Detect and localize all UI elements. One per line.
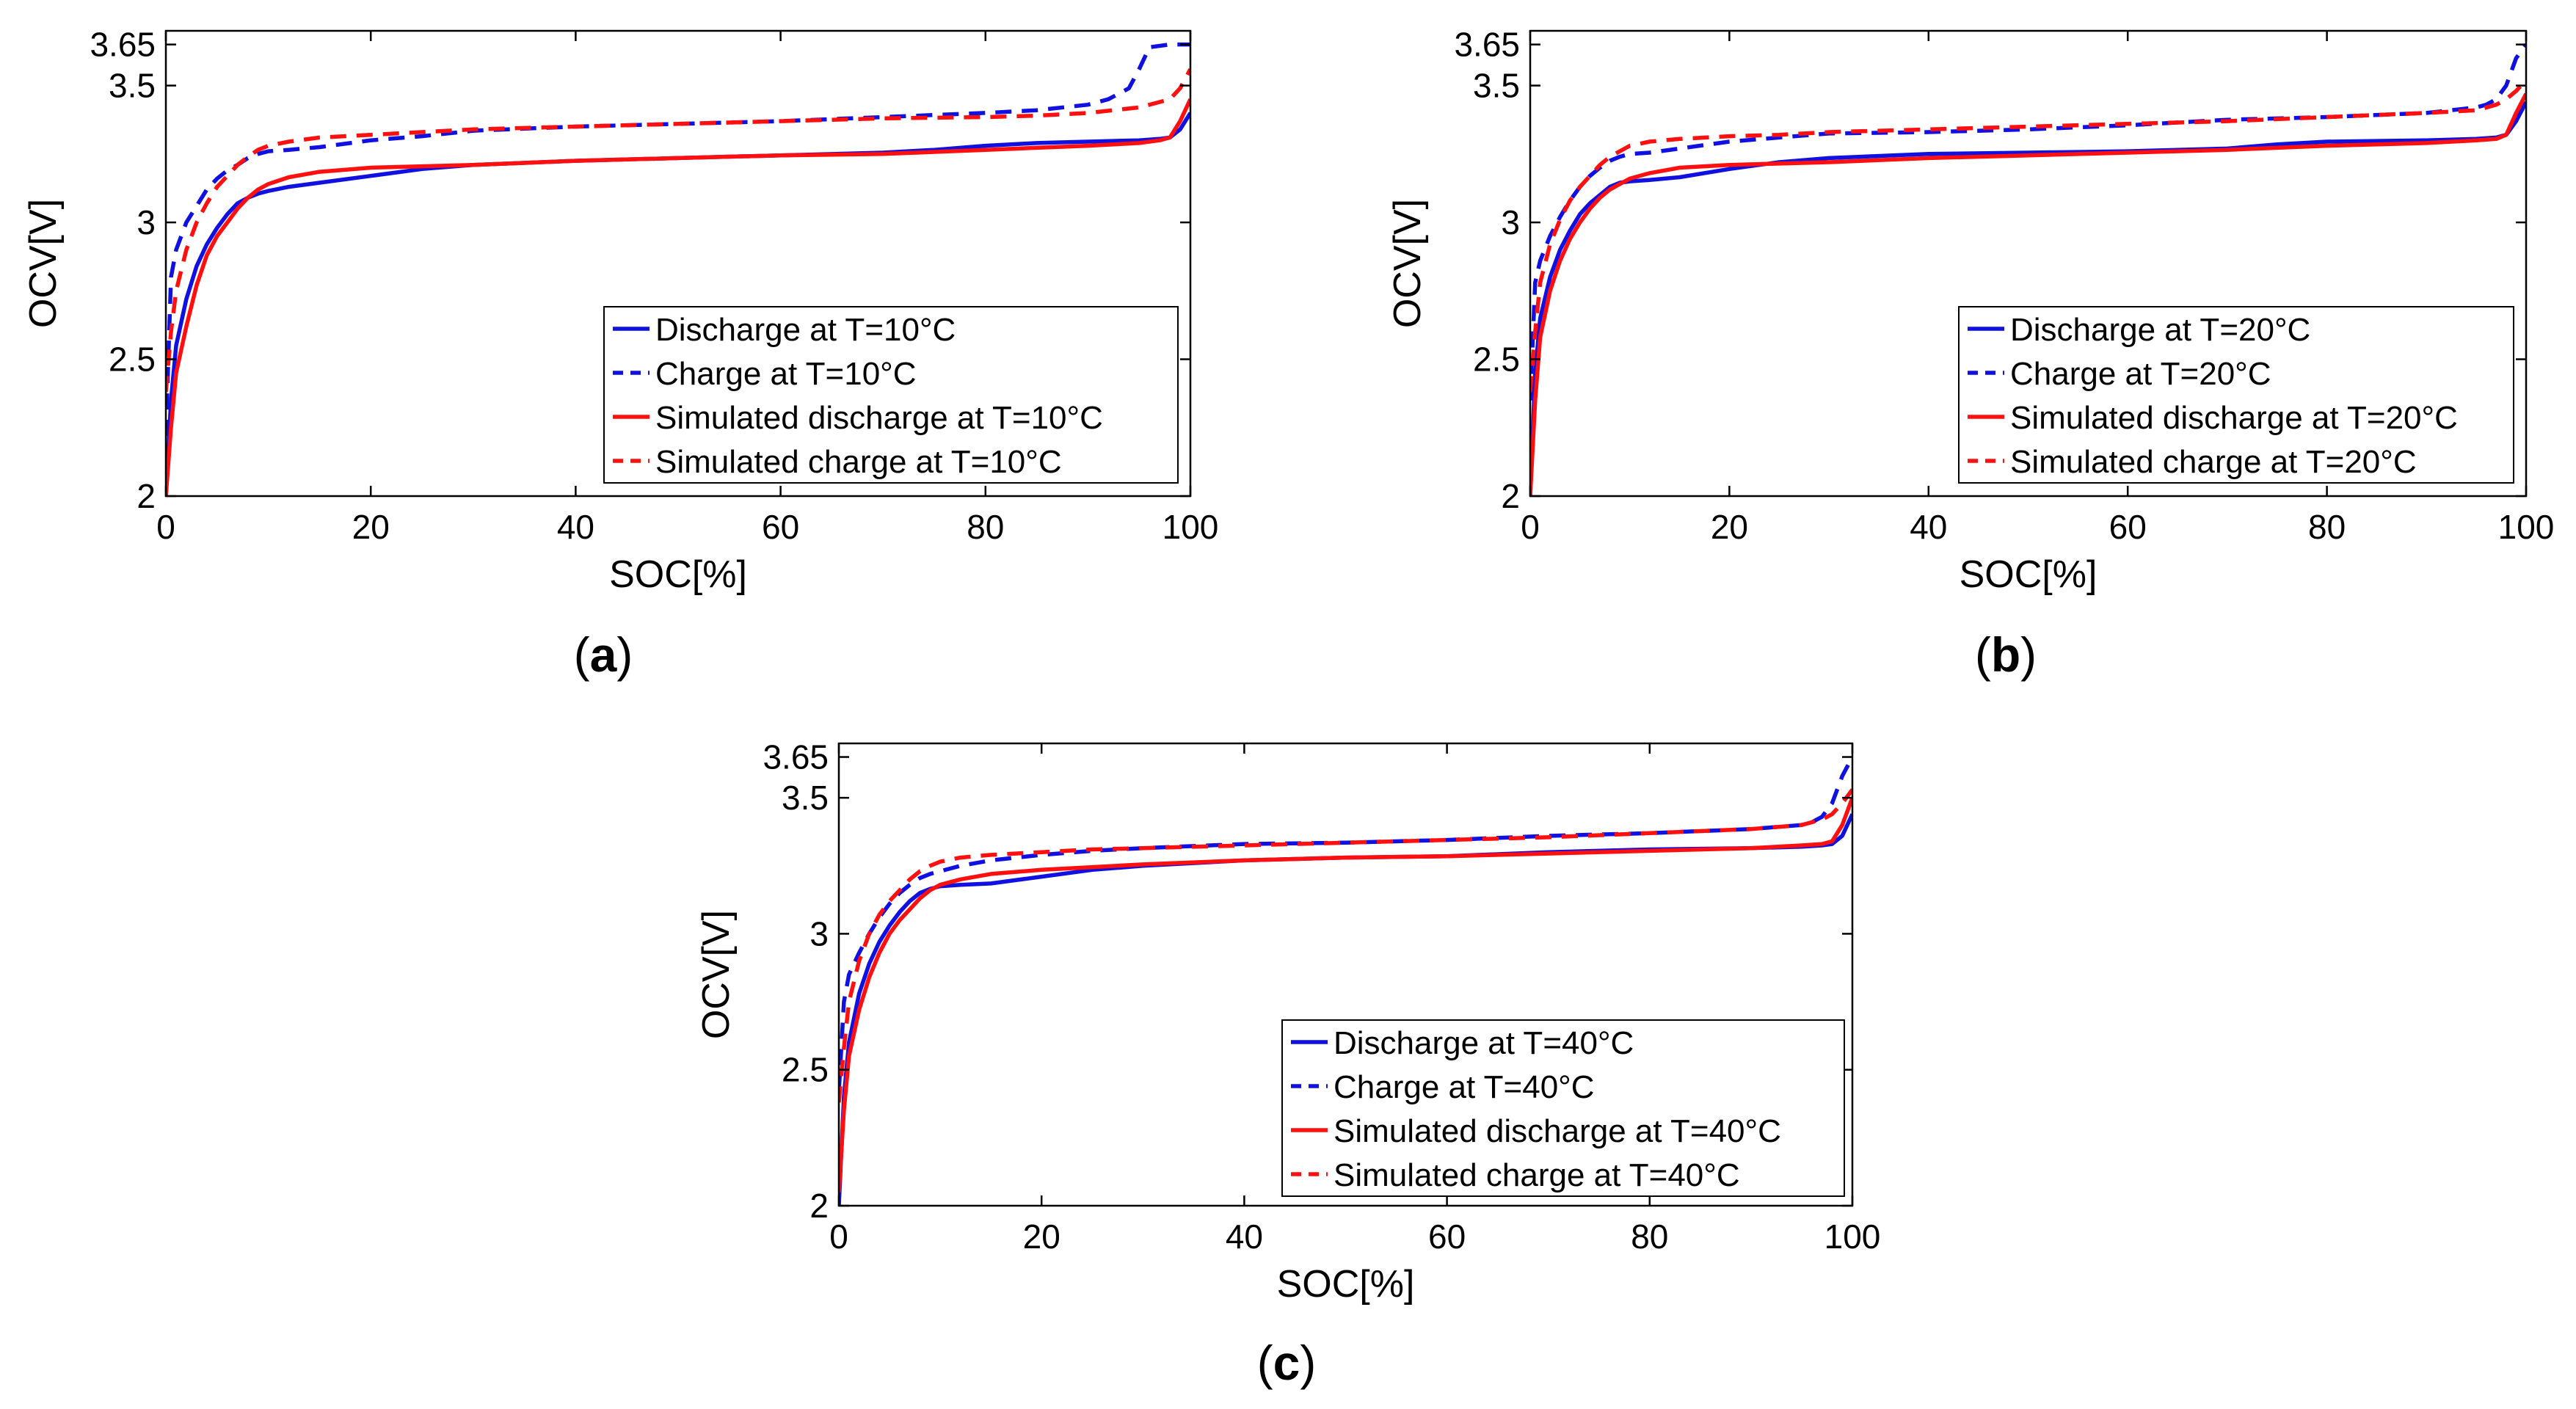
panel-caption: (b) [1975,627,2037,682]
series-group [166,42,1190,496]
y-tick-label: 3.65 [763,738,829,776]
caption-letter: a [590,627,618,682]
y-tick-label: 2 [137,477,156,515]
y-tick-label: 2.5 [1473,341,1520,379]
caption-close-paren: ) [616,627,633,682]
y-tick-label: 2.5 [109,341,156,379]
legend-entry-label: Discharge at T=20°C [2010,312,2310,348]
x-tick-label: 0 [1521,508,1540,546]
legend-box [1281,1019,1845,1197]
x-tick-label: 100 [2498,508,2555,546]
panel-caption: (a) [574,627,633,682]
panel-caption: (c) [1257,1336,1317,1390]
legend: Discharge at T=40°C Charge at T=40°C Simul… [1281,1019,1845,1197]
x-tick-label: 80 [967,508,1004,546]
y-axis-label: OCV[V] [695,910,738,1039]
panels-group: 0 20 40 60 80 10022.533.53.65SOC[%]OCV[V]Disc… [22,26,2554,1390]
y-tick-label: 3 [1501,203,1520,241]
legend-entry-label: Charge at T=20°C [2010,356,2271,392]
x-tick-label: 60 [1428,1217,1466,1256]
y-axis-label: OCV[V] [22,199,65,328]
y-tick-label: 3 [809,914,829,953]
chart-panel-a: 0 20 40 60 80 100 2 2.5 3 3.53.65 SOC[%] OCV[V] Disc… [22,26,1218,682]
y-tick-label: 3.5 [109,67,156,105]
series-group [1530,43,2526,496]
axes-box [837,742,1854,1207]
caption-open-paren: ( [1257,1336,1273,1390]
y-tick-label: 2.5 [782,1051,829,1089]
legend-entry-label: Charge at T=40°C [1334,1069,1595,1105]
x-tick-label: 100 [1824,1217,1881,1256]
series-group [839,756,1852,1206]
axes-box [164,29,1192,498]
y-tick-label: 2 [1501,477,1520,515]
x-tick-label: 40 [1910,508,1947,546]
series-line-dashed-3 [166,68,1190,393]
legend-entry-label: Discharge at T=10°C [655,312,956,348]
x-tick-label: 40 [557,508,594,546]
caption-open-paren: ( [574,627,590,682]
legend-box [1958,306,2514,484]
y-tick-label: 3.65 [1454,26,1520,64]
x-tick-label: 80 [2308,508,2346,546]
x-tick-label: 0 [829,1217,848,1256]
caption-letter: c [1273,1336,1300,1390]
chart-panel-c: 0 20 40 60 80 100 2 2.5 3 3.53.65 SOC[%] OCV[V] Disc… [695,738,1880,1390]
legend-box [603,306,1179,484]
caption-letter: b [1991,627,2020,682]
x-axis-label: SOC[%] [1277,1263,1415,1306]
legend-entry-label: Simulated charge at T=40°C [1334,1157,1740,1193]
x-tick-label: 100 [1163,508,1219,546]
series-line-dashed-3 [839,788,1852,1103]
legend-entry-label: Charge at T=10°C [655,356,917,392]
legend: Discharge at T=20°C Charge at T=20°C Simul… [1958,306,2514,484]
y-tick-label: 2 [809,1187,829,1225]
x-tick-label: 40 [1226,1217,1263,1256]
series-line-solid-2 [166,98,1190,496]
chart-panel-b: 0 20 40 60 80 100 2 2.5 3 3.53.65 SOC[%] OCV[V] Disc… [1386,26,2554,682]
legend-entry-label: Simulated discharge at T=10°C [655,400,1103,436]
caption-open-paren: ( [1975,627,1991,682]
x-axis-label: SOC[%] [609,553,747,596]
x-tick-label: 20 [352,508,390,546]
x-tick-label: 20 [1711,508,1748,546]
caption-close-paren: ) [2020,627,2037,682]
legend: Discharge at T=10°C Charge at T=10°C Simul… [603,306,1179,484]
y-tick-label: 3 [137,203,156,241]
x-tick-label: 60 [762,508,799,546]
legend-entry-label: Simulated discharge at T=40°C [1334,1113,1781,1149]
series-line-solid-2 [839,797,1852,1193]
legend-entry-label: Simulated charge at T=20°C [2010,444,2417,480]
series-line-solid-0 [1530,101,2526,496]
legend-entry-label: Simulated charge at T=10°C [655,444,1062,480]
series-line-dashed-1 [1530,43,2526,401]
axes-box [1529,29,2528,498]
series-line-dashed-1 [166,42,1190,437]
x-tick-label: 80 [1631,1217,1668,1256]
x-axis-label: SOC[%] [1960,553,2097,596]
legend-entry-label: Discharge at T=40°C [1334,1025,1634,1061]
caption-close-paren: ) [1300,1336,1316,1390]
y-tick-label: 3.5 [1473,67,1520,105]
series-line-solid-2 [1530,92,2526,496]
x-tick-label: 60 [2109,508,2147,546]
y-tick-label: 3.65 [90,26,156,64]
legend-entry-label: Simulated discharge at T=20°C [2010,400,2458,436]
x-tick-label: 0 [156,508,175,546]
y-axis-label: OCV[V] [1386,199,1429,328]
x-tick-label: 20 [1023,1217,1060,1256]
y-tick-label: 3.5 [782,779,829,817]
series-line-solid-0 [166,112,1190,496]
series-line-dashed-3 [1530,79,2526,393]
